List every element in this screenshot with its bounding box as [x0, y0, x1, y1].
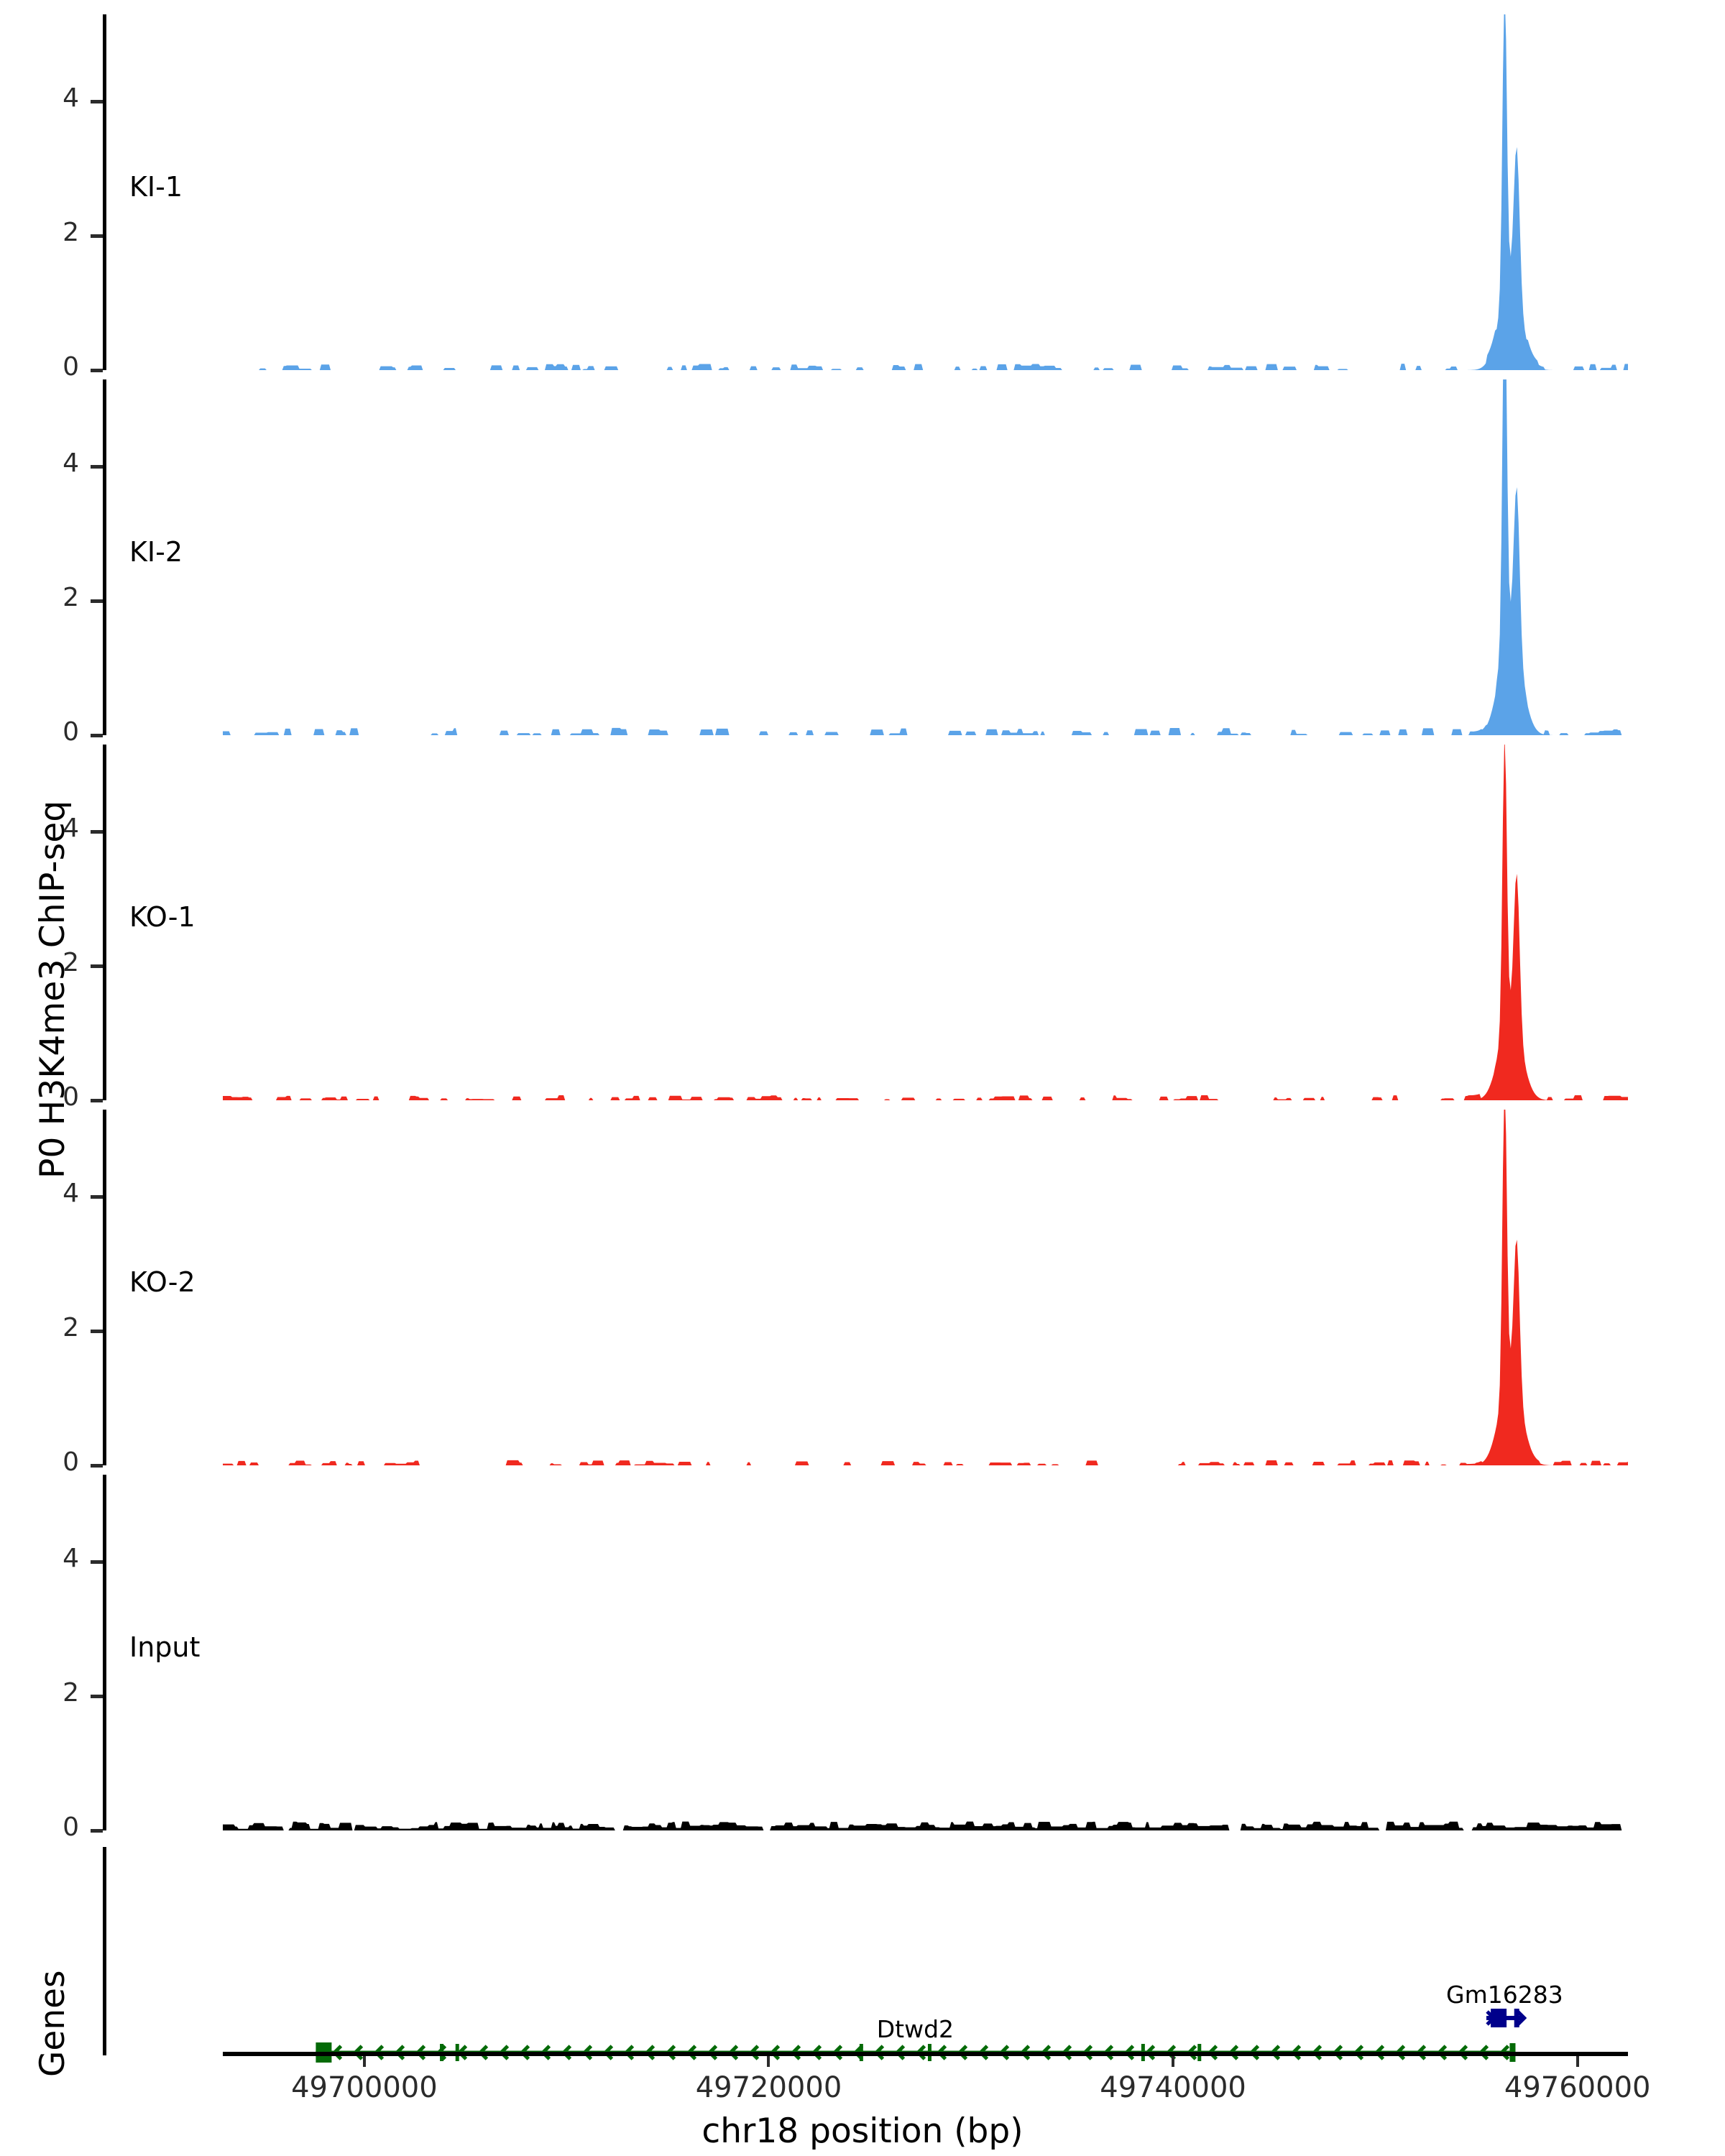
y-tick	[91, 1464, 103, 1468]
y-tick	[91, 1829, 103, 1833]
y-axis-spine	[103, 14, 106, 370]
y-tick-label: 2	[63, 948, 79, 978]
y-tick-label: 4	[63, 1544, 79, 1574]
signal-curve-ki-1	[223, 14, 1628, 370]
y-tick-label: 2	[63, 218, 79, 248]
x-tick-label: 49740000	[1100, 2071, 1246, 2104]
gene-label-dtwd2: Dtwd2	[876, 2015, 954, 2043]
y-tick	[91, 100, 103, 104]
y-tick-label: 0	[63, 717, 79, 747]
signal-panel-input: 0 2 4 Input	[0, 1475, 1725, 1842]
y-tick-label: 0	[63, 352, 79, 382]
signal-panel-ki-1: 0 2 4 KI-1	[0, 14, 1725, 382]
signal-plot-area	[223, 379, 1628, 735]
track-label-ki-1: KI-1	[129, 170, 183, 203]
signal-curve-ki-2	[223, 379, 1628, 735]
y-tick	[91, 1195, 103, 1199]
x-tick	[1172, 2056, 1175, 2067]
y-axis-spine	[103, 379, 106, 735]
y-tick	[91, 1560, 103, 1565]
track-label-ko-2: KO-2	[129, 1266, 196, 1298]
signal-plot-area	[223, 1475, 1628, 1830]
signal-curve-ko-1	[223, 745, 1628, 1100]
y-tick	[91, 734, 103, 737]
y-tick	[91, 964, 103, 969]
signal-panel-ko-1: 0 2 4 KO-1	[0, 745, 1725, 1112]
y-tick-label: 0	[63, 1812, 79, 1842]
gene-label-gm16283: Gm16283	[1446, 1981, 1563, 2009]
x-tick	[362, 2056, 366, 2067]
signal-plot-area	[223, 14, 1628, 370]
signal-panel-ko-2: 0 2 4 KO-2	[0, 1110, 1725, 1477]
gene-track-area: Gm16283 Dtwd2	[223, 1840, 1628, 2077]
y-tick	[91, 1099, 103, 1102]
y-tick-label: 0	[63, 1082, 79, 1112]
y-tick	[91, 599, 103, 604]
y-tick-label: 4	[63, 1179, 79, 1209]
y-tick-label: 4	[63, 814, 79, 844]
y-tick	[91, 830, 103, 834]
track-label-ko-1: KO-1	[129, 900, 196, 933]
gene-gm16283[interactable]	[1486, 2009, 1527, 2027]
y-tick	[91, 369, 103, 372]
y-tick-label: 2	[63, 583, 79, 613]
gene-track-panel: Gm16283 Dtwd2	[0, 1840, 1725, 2077]
x-tick-label: 49700000	[291, 2071, 438, 2104]
y-tick-label: 0	[63, 1447, 79, 1477]
y-tick-label: 4	[63, 83, 79, 114]
y-tick	[91, 1695, 103, 1699]
y-tick-label: 2	[63, 1313, 79, 1343]
x-tick	[1576, 2056, 1579, 2067]
y-tick	[91, 1330, 103, 1334]
y-tick	[91, 234, 103, 239]
y-axis-spine	[103, 1475, 106, 1830]
y-axis-spine	[103, 745, 106, 1100]
y-axis-spine	[103, 1110, 106, 1465]
signal-plot-area	[223, 745, 1628, 1100]
x-axis-spine	[223, 2052, 1628, 2056]
track-label-input: Input	[129, 1631, 201, 1663]
x-tick-label: 49760000	[1504, 2071, 1651, 2104]
signal-curve-input	[223, 1821, 1628, 1830]
x-tick	[767, 2056, 770, 2067]
x-axis-label: chr18 position (bp)	[702, 2111, 1024, 2151]
x-tick-label: 49720000	[695, 2071, 842, 2104]
y-tick-label: 2	[63, 1678, 79, 1708]
signal-panel-ki-2: 0 2 4 KI-2	[0, 379, 1725, 747]
gene-track-spine	[103, 1847, 106, 2055]
y-tick	[91, 465, 103, 469]
signal-plot-area	[223, 1110, 1628, 1465]
signal-curve-ko-2	[223, 1110, 1628, 1465]
track-label-ki-2: KI-2	[129, 535, 183, 568]
y-tick-label: 4	[63, 448, 79, 479]
